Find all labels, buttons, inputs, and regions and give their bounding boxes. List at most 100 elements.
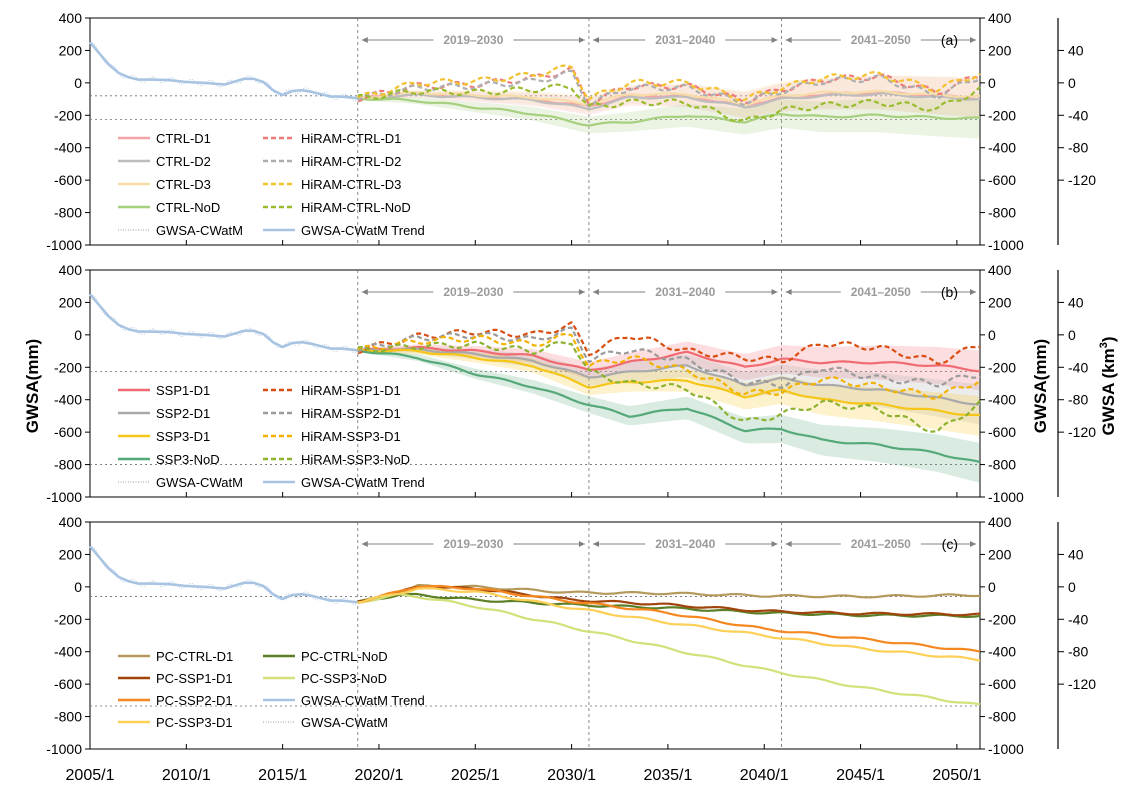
legend-label: GWSA-CWatM Trend — [301, 475, 425, 490]
legend-label: SSP3-D1 — [156, 429, 210, 444]
y-tick-label-left: -800 — [54, 457, 82, 473]
y-tick-label-left: 0 — [74, 327, 82, 343]
y-tick-label-right: -800 — [988, 457, 1016, 473]
y-tick-label-left: -600 — [54, 676, 82, 692]
y-tick-label-right: 400 — [988, 514, 1012, 530]
legend-label: HiRAM-CTRL-D3 — [301, 177, 401, 192]
y-tick-label-right: -1000 — [988, 237, 1024, 253]
y-tick-label-right: 200 — [988, 546, 1012, 562]
legend-label: PC-CTRL-D1 — [156, 649, 233, 664]
y-tick-label-left: -800 — [54, 709, 82, 725]
legend-label: HiRAM-CTRL-NoD — [301, 200, 411, 215]
legend-label: CTRL-D1 — [156, 131, 211, 146]
km3-tick-label: -80 — [1068, 392, 1088, 408]
km3-tick-label: 0 — [1068, 327, 1076, 343]
series-line-pc-ssp1-d1 — [357, 585, 981, 617]
y-tick-label-left: -600 — [54, 172, 82, 188]
y-tick-label-left: 200 — [59, 546, 83, 562]
gwsa-cwatm-trend-line — [89, 41, 358, 100]
legend-label: GWSA-CWatM Trend — [301, 223, 425, 238]
legend-label: GWSA-CWatM — [301, 715, 388, 730]
period-label: 2019–2030 — [443, 537, 503, 551]
legend-label: HiRAM-SSP2-D1 — [301, 406, 401, 421]
y-tick-label-left: 0 — [74, 579, 82, 595]
panel-label: (a) — [941, 32, 958, 48]
y-tick-label-right: 400 — [988, 10, 1012, 26]
legend-label: SSP1-D1 — [156, 383, 210, 398]
period-label: 2041–2050 — [851, 285, 911, 299]
legend-label: HiRAM-CTRL-D1 — [301, 131, 401, 146]
legend-label: SSP3-NoD — [156, 452, 220, 467]
y-tick-label-left: -600 — [54, 424, 82, 440]
km3-tick-label: 40 — [1068, 546, 1084, 562]
x-axis: 2005/1 2010/1 2015/1 2020/1 2025/1 2030/1 2035… — [66, 767, 982, 784]
legend-label: CTRL-D2 — [156, 154, 211, 169]
period-arrow-head — [771, 37, 778, 43]
series-line-hiram-ssp3-nod — [357, 340, 981, 433]
panel-label: (c) — [942, 536, 958, 552]
x-tick-label: 2020/1 — [354, 767, 403, 784]
period-arrow-head — [592, 541, 599, 547]
period-arrow-head — [785, 37, 792, 43]
x-tick-label: 2010/1 — [162, 767, 211, 784]
y-tick-label-right: 400 — [988, 262, 1012, 278]
right-axis-title: GWSA(mm) — [1031, 339, 1050, 433]
y-tick-label-right: -400 — [988, 644, 1016, 660]
km3-tick-label: -40 — [1068, 359, 1088, 375]
period-label: 2019–2030 — [443, 285, 503, 299]
series-line-pc-ssp3-nod — [357, 592, 981, 706]
series-line-pc-ssp3-d1 — [357, 587, 981, 662]
plot-frame — [89, 269, 981, 498]
y-tick-label-right: -800 — [988, 709, 1016, 725]
period-label: 2041–2050 — [851, 537, 911, 551]
y-tick-label-right: 0 — [988, 75, 996, 91]
y-tick-label-left: 0 — [74, 75, 82, 91]
legend-label: SSP2-D1 — [156, 406, 210, 421]
period-arrow-head — [361, 289, 368, 295]
km3-tick-label: -120 — [1068, 424, 1096, 440]
x-tick-label: 2005/1 — [66, 767, 115, 784]
km3-tick-label: -120 — [1068, 676, 1096, 692]
y-tick-label-left: -400 — [54, 392, 82, 408]
y-tick-label-left: -1000 — [46, 237, 82, 253]
y-tick-label-right: -400 — [988, 392, 1016, 408]
km3-tick-label: -80 — [1068, 140, 1088, 156]
period-arrow-head — [970, 37, 976, 43]
period-arrow-head — [578, 37, 585, 43]
y-tick-label-left: 400 — [59, 514, 83, 530]
legend-label: PC-SSP1-D1 — [156, 671, 233, 686]
legend-label: CTRL-D3 — [156, 177, 211, 192]
y-tick-label-left: -200 — [54, 611, 82, 627]
legend-label: GWSA-CWatM Trend — [301, 693, 425, 708]
y-tick-label-left: 200 — [59, 294, 83, 310]
km3-tick-label: -40 — [1068, 611, 1088, 627]
y-tick-label-left: 400 — [59, 10, 83, 26]
period-arrow-head — [771, 289, 778, 295]
legend-label: HiRAM-SSP3-NoD — [301, 452, 410, 467]
axis-titles: GWSA(mm) GWSA(mm) GWSA (km3) — [23, 336, 1118, 435]
y-tick-label-left: -1000 — [46, 741, 82, 757]
series-line-hiram-ctrl-d2 — [357, 69, 981, 108]
series-line-hiram-ctrl-nod — [357, 83, 981, 122]
period-arrow-head — [970, 541, 976, 547]
y-tick-label-right: -200 — [988, 611, 1016, 627]
y-tick-label-right: 200 — [988, 42, 1012, 58]
panel-label: (b) — [941, 284, 958, 300]
period-arrow-head — [771, 541, 778, 547]
period-arrow-head — [970, 289, 976, 295]
km3-tick-label: -120 — [1068, 172, 1096, 188]
legend-label: PC-SSP3-D1 — [156, 715, 233, 730]
legend-label: PC-SSP3-NoD — [301, 671, 387, 686]
y-tick-label-right: -200 — [988, 359, 1016, 375]
y-tick-label-right: -200 — [988, 107, 1016, 123]
period-arrow-head — [785, 541, 792, 547]
period-label: 2041–2050 — [851, 33, 911, 47]
far-right-axis-title: GWSA (km3) — [1098, 336, 1118, 435]
uncertainty-band — [357, 346, 979, 425]
km3-tick-label: -80 — [1068, 644, 1088, 660]
gwsa-cwatm-trend-line — [89, 293, 358, 352]
